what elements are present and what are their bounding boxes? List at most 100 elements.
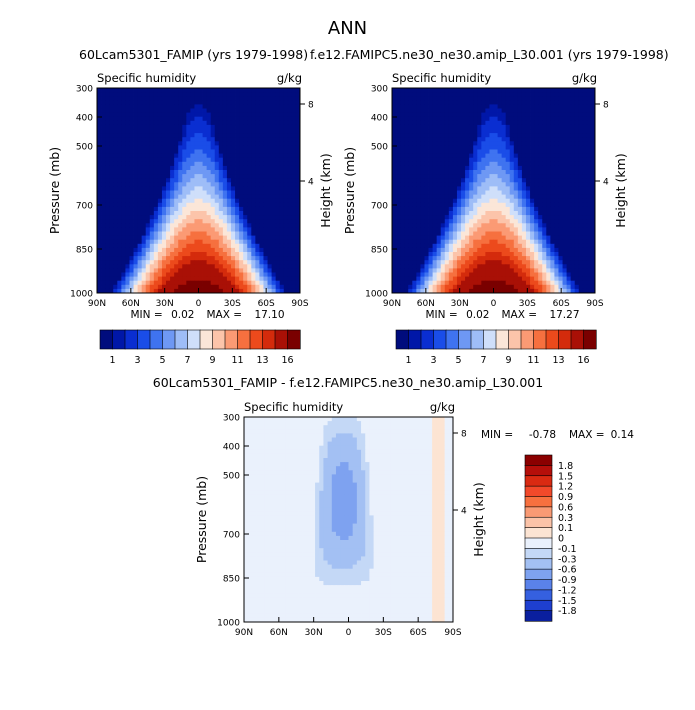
panel-1-heatmap-cell xyxy=(239,243,244,249)
panel-2-heatmap-cell xyxy=(396,145,401,150)
panel-2-heatmap-cell xyxy=(473,190,478,195)
panel-2-heatmap-cell xyxy=(554,165,559,171)
panel-2-heatmap-cell xyxy=(505,190,511,195)
panel-2-heatmap-cell xyxy=(461,149,466,154)
panel-2-heatmap-cell xyxy=(517,231,523,236)
panel-2-heatmap-cell xyxy=(469,149,474,154)
panel-1-heatmap-cell xyxy=(129,133,134,138)
panel-1-heatmap-cell xyxy=(275,145,281,150)
panel-1-heatmap-cell xyxy=(153,186,159,191)
panel-2-heatmap-cell xyxy=(538,124,543,130)
panel-2-heatmap-cell xyxy=(448,260,454,265)
panel-2-heatmap-cell xyxy=(562,243,567,249)
panel-1-heatmap-cell xyxy=(157,124,163,130)
panel-2-heatmap-cell xyxy=(538,153,543,159)
panel-2-heatmap-cell xyxy=(574,124,580,130)
panel-1-heatmap-cell xyxy=(166,198,171,204)
panel-2-heatmap-cell xyxy=(501,129,507,134)
panel-2-heatmap-cell xyxy=(558,141,563,146)
panel-1-heatmap-cell xyxy=(109,231,114,236)
panel-1-heatmap-cell xyxy=(125,153,130,159)
panel-2-heatmap-cell xyxy=(465,153,470,159)
panel-2-heatmap-cell xyxy=(582,239,588,245)
panel-1-heatmap-cell xyxy=(125,104,130,109)
panel-1-heatmap-cell xyxy=(170,120,175,126)
panel-1-heatmap-cell xyxy=(202,272,208,277)
panel-1-heatmap-cell xyxy=(287,202,293,208)
panel-2-heatmap-cell xyxy=(525,252,531,257)
panel-1-heatmap-cell xyxy=(117,137,122,142)
panel-2-heatmap-cell xyxy=(432,100,438,105)
panel-1-heatmap-cell xyxy=(190,88,195,93)
panel-1-heatmap-cell xyxy=(166,276,171,282)
panel-1-heatmap-cell xyxy=(109,165,114,171)
panel-2-heatmap-cell xyxy=(481,284,486,290)
panel-1-heatmap-cell xyxy=(186,141,191,146)
panel-1-heatmap-cell xyxy=(141,243,147,249)
panel-1-heatmap-cell xyxy=(178,129,183,134)
panel-2-heatmap-cell xyxy=(590,231,596,236)
panel-2-heatmap-cell xyxy=(452,88,458,93)
panel-1-heatmap-cell xyxy=(295,202,301,208)
panel-1-heatmap-cell xyxy=(202,88,208,93)
panel-2-heatmap-cell xyxy=(566,141,572,146)
panel-1-heatmap-cell xyxy=(182,256,187,261)
panel-2-heatmap-cell xyxy=(396,276,401,282)
panel-2-heatmap-cell xyxy=(513,260,519,265)
panel-2-heatmap-cell xyxy=(440,96,446,101)
panel-2-heatmap-cell xyxy=(497,165,503,171)
panel-1-heatmap-cell xyxy=(153,116,159,122)
panel-2-heatmap-cell xyxy=(517,124,523,130)
panel-2-heatmap-cell xyxy=(392,145,397,150)
panel-1-heatmap-cell xyxy=(157,137,163,142)
panel-2-heatmap-cell xyxy=(517,104,523,109)
panel-1-heatmap-cell xyxy=(198,165,203,171)
panel-1-heatmap-cell xyxy=(186,235,191,241)
panel-1-heatmap-cell xyxy=(198,227,203,232)
panel-1-heatmap-cell xyxy=(121,239,126,245)
panel-1-heatmap-cell xyxy=(166,206,171,212)
panel-1-heatmap-cell xyxy=(255,129,260,134)
panel-1-heatmap-cell xyxy=(121,215,126,220)
panel-1-heatmap-cell xyxy=(226,137,232,142)
panel-1-heatmap-cell xyxy=(137,165,143,171)
panel-2-heatmap-cell xyxy=(473,124,478,130)
panel-2-heatmap-cell xyxy=(473,178,478,183)
panel-2-heatmap-cell xyxy=(420,206,425,212)
panel-2-heatmap-cell xyxy=(456,129,462,134)
panel-1-heatmap-cell xyxy=(226,116,232,122)
panel-1-heatmap-cell xyxy=(214,120,220,126)
panel-1-heatmap-cell xyxy=(109,268,114,273)
panel-2-heatmap-cell xyxy=(392,88,397,93)
panel-2-heatmap-cell xyxy=(558,239,563,245)
panel-1-heatmap-cell xyxy=(190,174,195,179)
panel-2-heatmap-cell xyxy=(509,219,515,224)
panel-1-heatmap-cell xyxy=(206,186,212,191)
panel-2-heatmap-cell xyxy=(538,88,543,93)
panel-1-heatmap-cell xyxy=(125,157,130,163)
panel-1-heatmap-cell xyxy=(259,276,264,282)
panel-1-heatmap-cell xyxy=(161,108,167,113)
panel-1-heatmap-cell xyxy=(137,247,143,253)
panel-2-heatmap-cell xyxy=(416,264,421,269)
panel-2-heatmap-cell xyxy=(546,165,551,171)
panel-1-heatmap-cell xyxy=(133,157,138,163)
panel-2-heatmap-cell xyxy=(440,231,446,236)
panel-1-heatmap-cell xyxy=(295,211,301,216)
panel-1-heatmap-cell xyxy=(161,198,167,204)
panel-2-heatmap-cell xyxy=(505,194,511,200)
panel-2-heatmap-cell xyxy=(542,149,547,154)
panel-1-heatmap-cell xyxy=(178,190,183,195)
panel-2-heatmap-cell xyxy=(550,231,555,236)
panel-2-heatmap-cell xyxy=(517,96,523,101)
panel-1-heatmap-cell xyxy=(137,211,143,216)
panel-2-heatmap-cell xyxy=(452,92,458,97)
panel-2-heatmap-cell xyxy=(509,235,515,241)
panel-2-heatmap-cell xyxy=(554,247,559,253)
panel-1-heatmap-cell xyxy=(202,137,208,142)
panel-1-heatmap-cell xyxy=(287,116,293,122)
panel-1-heatmap-cell xyxy=(133,108,138,113)
panel-2-heatmap-cell xyxy=(590,235,596,241)
panel-1-heatmap-cell xyxy=(259,264,264,269)
panel-1-heatmap-cell xyxy=(275,194,281,200)
